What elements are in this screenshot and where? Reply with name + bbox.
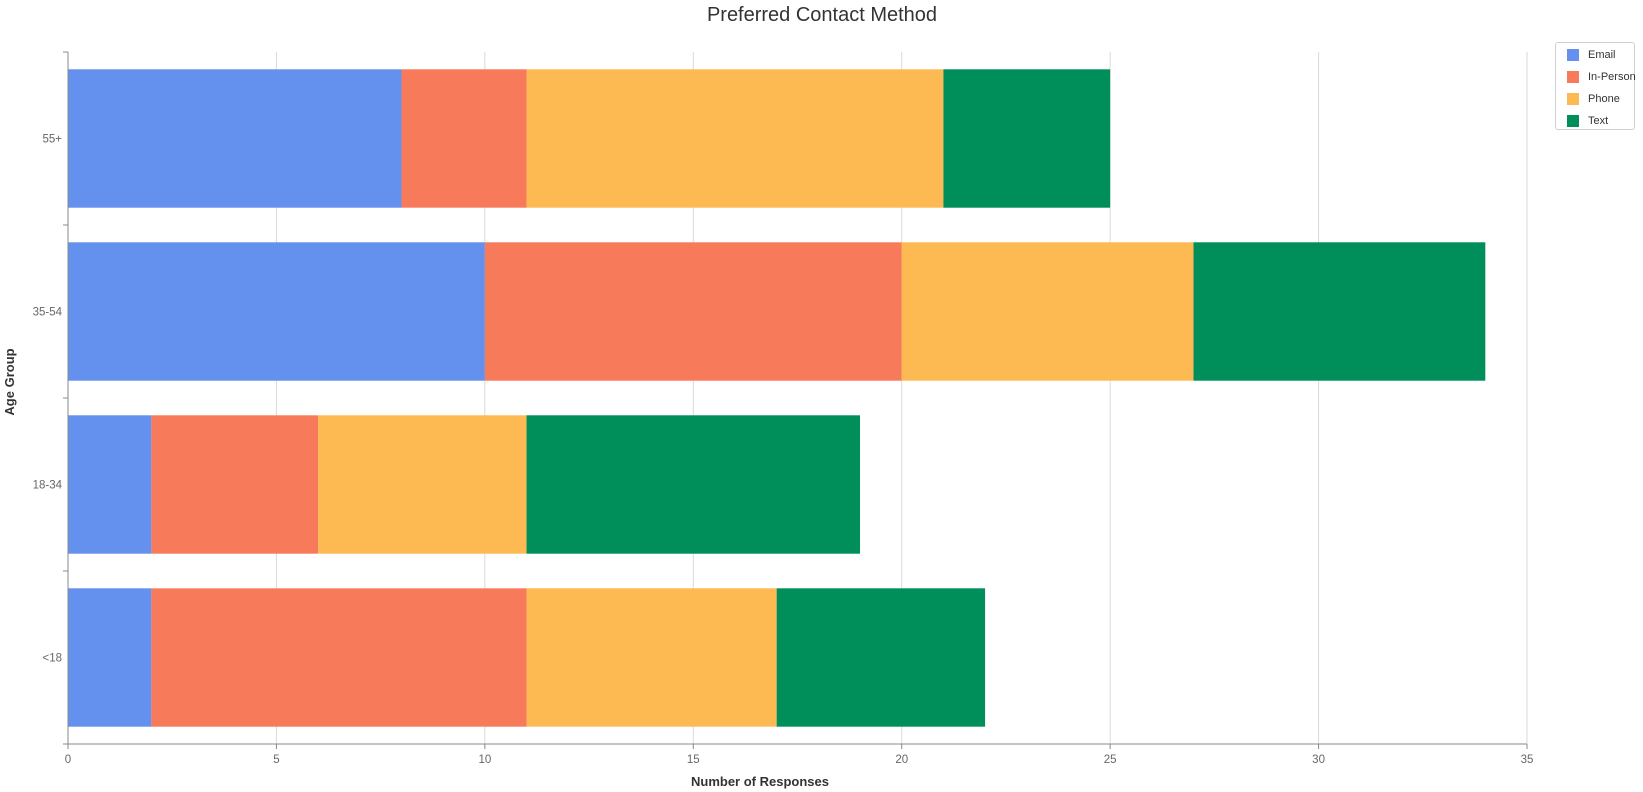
- y-tick-label: <18: [42, 653, 62, 665]
- bar-in-person-35-54: [484, 242, 902, 381]
- y-tick-label: 55+: [42, 134, 62, 146]
- x-tick-label: 0: [65, 754, 71, 766]
- x-axis-title: Number of Responses: [691, 774, 829, 789]
- legend: Email In-Person Phone Text: [1555, 42, 1636, 130]
- x-tick-label: 35: [1521, 754, 1534, 766]
- x-tick-label: 15: [687, 754, 700, 766]
- bar-in-person-<18: [151, 588, 527, 727]
- legend-swatch: [1567, 49, 1579, 61]
- x-tick-label: 20: [895, 754, 908, 766]
- bar-email-55+: [68, 69, 402, 208]
- x-tick-label: 25: [1104, 754, 1117, 766]
- bar-in-person-18-34: [151, 415, 319, 554]
- y-tick-label: 35-54: [33, 307, 63, 319]
- bar-series: [68, 69, 1486, 727]
- legend-swatch: [1567, 115, 1579, 127]
- bar-text-35-54: [1193, 242, 1486, 381]
- bar-phone-35-54: [901, 242, 1194, 381]
- y-axis-ticks: <18 18-34 35-54 55+: [33, 51, 68, 745]
- legend-item-phone: Phone: [1567, 92, 1620, 106]
- legend-label: Email: [1588, 49, 1616, 61]
- legend-swatch: [1567, 71, 1579, 83]
- bar-email-18-34: [68, 415, 152, 554]
- bar-in-person-55+: [401, 69, 527, 208]
- legend-swatch: [1567, 93, 1579, 105]
- y-axis-title: Age Group: [2, 348, 17, 415]
- x-tick-label: 5: [273, 754, 279, 766]
- y-tick-label: 18-34: [33, 480, 63, 492]
- x-axis-ticks: 0 5 10 15 20 25 30 35: [65, 744, 1534, 766]
- legend-label: Text: [1588, 115, 1609, 127]
- bar-email-35-54: [68, 242, 485, 381]
- legend-item-email: Email: [1567, 48, 1616, 62]
- x-tick-label: 10: [478, 754, 491, 766]
- chart-title: Preferred Contact Method: [707, 4, 937, 26]
- legend-label: In-Person: [1588, 71, 1636, 83]
- x-tick-label: 30: [1312, 754, 1325, 766]
- legend-item-text: Text: [1567, 114, 1608, 128]
- bar-email-<18: [68, 588, 152, 727]
- bar-text-55+: [943, 69, 1111, 208]
- bar-phone-<18: [526, 588, 777, 727]
- bar-phone-55+: [526, 69, 944, 208]
- bar-text-18-34: [526, 415, 861, 554]
- bar-text-<18: [776, 588, 986, 727]
- legend-item-in-person: In-Person: [1567, 70, 1636, 84]
- bar-phone-18-34: [318, 415, 527, 554]
- legend-label: Phone: [1588, 93, 1620, 105]
